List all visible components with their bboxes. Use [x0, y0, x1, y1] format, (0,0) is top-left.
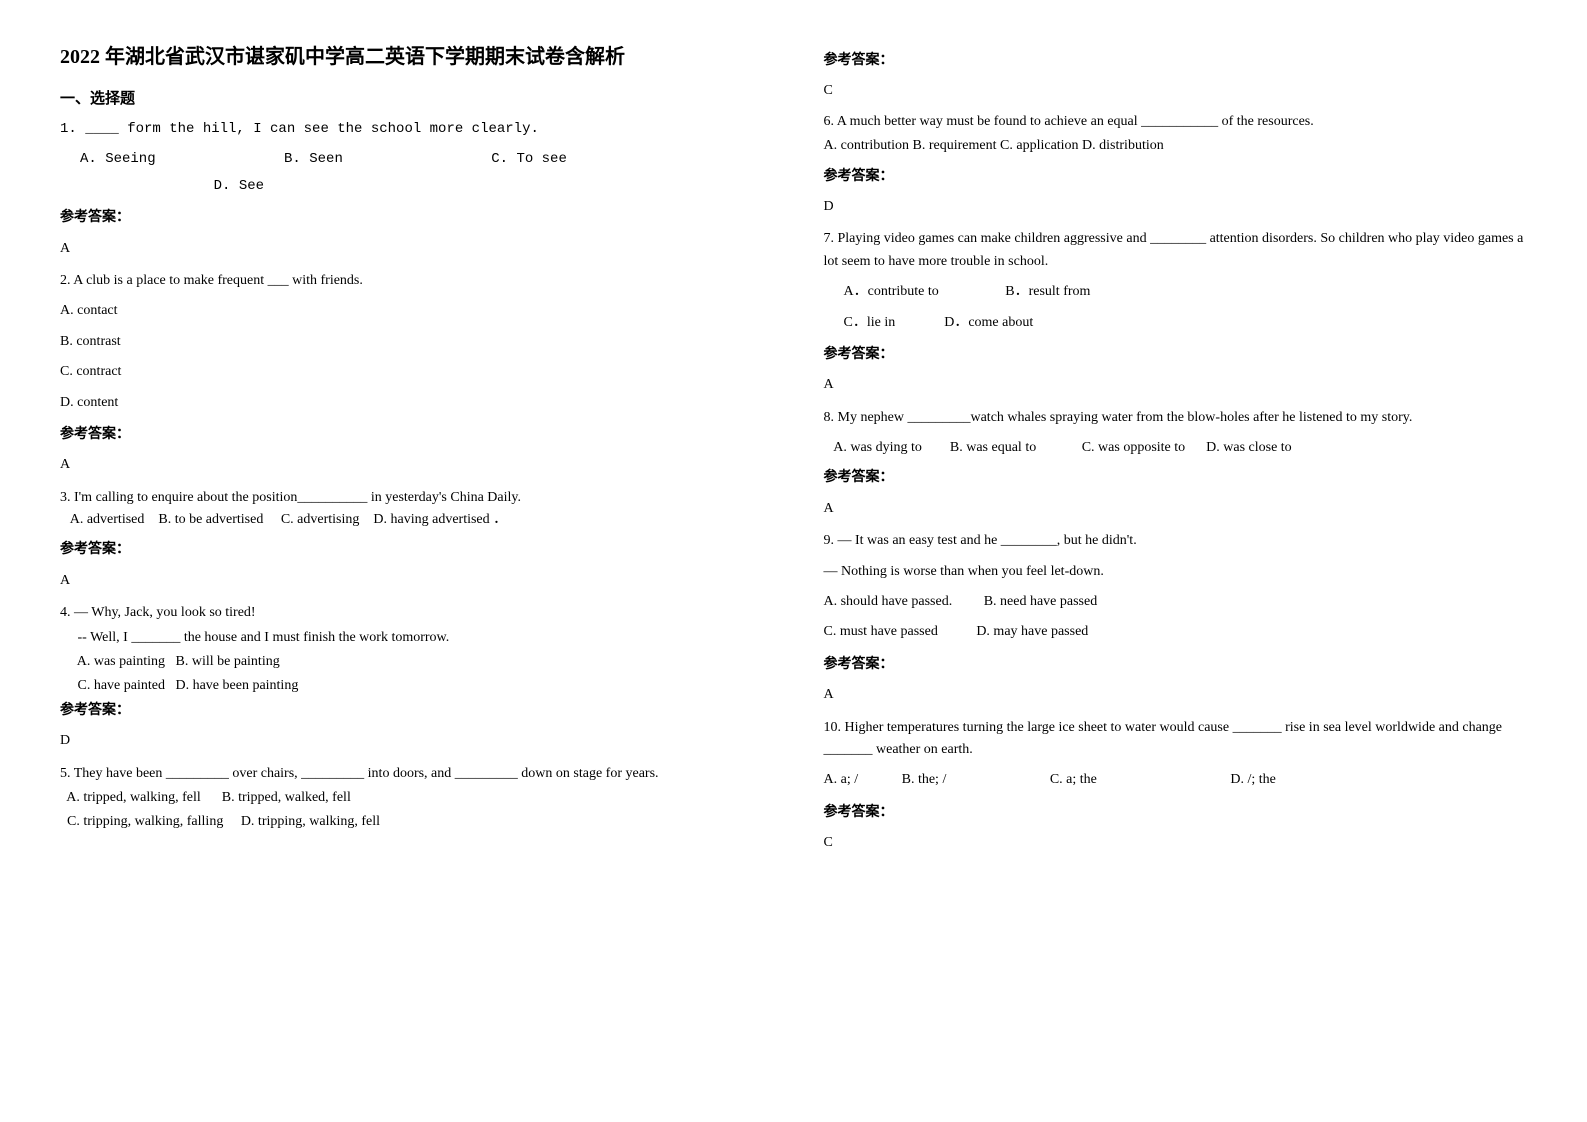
q10-stem: 10. Higher temperatures turning the larg… [824, 717, 1528, 762]
answer-label: 参考答案： [824, 50, 1528, 72]
question-3: 3. I'm calling to enquire about the posi… [60, 487, 764, 593]
q9-opts-ab: A. should have passed. B. need have pass… [824, 591, 1528, 613]
q5-stem: 5. They have been _________ over chairs,… [60, 763, 764, 785]
q1-stem: 1. ____ form the hill, I can see the sch… [60, 118, 764, 140]
left-column: 2022 年湖北省武汉市谌家矶中学高二英语下学期期末试卷含解析 一、选择题 1.… [60, 40, 764, 865]
answer-label: 参考答案： [824, 654, 1528, 676]
document-title: 2022 年湖北省武汉市谌家矶中学高二英语下学期期末试卷含解析 [60, 40, 764, 69]
q9-line1: 9. — It was an easy test and he ________… [824, 530, 1528, 552]
answer-label: 参考答案： [824, 344, 1528, 366]
q4-opts-cd: C. have painted D. have been painting [60, 675, 764, 697]
q5-opts-cd: C. tripping, walking, falling D. trippin… [60, 811, 764, 833]
q10-options: A. a; / B. the; / C. a; the D. /; the [824, 769, 1528, 791]
q1-opt-a: A. Seeing [60, 148, 156, 170]
right-column: 参考答案： C 6. A much better way must be fou… [824, 40, 1528, 865]
q7-opts-cd: C．lie in D．come about [824, 312, 1528, 334]
answer-label: 参考答案： [60, 207, 764, 229]
q8-options: A. was dying to B. was equal to C. was o… [824, 437, 1528, 459]
answer-label: 参考答案： [824, 166, 1528, 188]
q1-opt-c: C. To see [491, 148, 567, 170]
q4-opts-ab: A. was painting B. will be painting [60, 651, 764, 673]
page-columns: 2022 年湖北省武汉市谌家矶中学高二英语下学期期末试卷含解析 一、选择题 1.… [60, 40, 1527, 865]
q9-opts-cd: C. must have passed D. may have passed [824, 621, 1528, 643]
q1-options-row1: A. Seeing B. Seen C. To see [60, 148, 764, 170]
q4-line1: 4. — Why, Jack, you look so tired! [60, 602, 764, 624]
q6-answer: D [824, 196, 1528, 218]
q4-answer: D [60, 730, 764, 752]
q8-answer: A [824, 498, 1528, 520]
q5-opts-ab: A. tripped, walking, fell B. tripped, wa… [60, 787, 764, 809]
question-10: 10. Higher temperatures turning the larg… [824, 717, 1528, 855]
q8-stem: 8. My nephew _________watch whales spray… [824, 407, 1528, 429]
question-4: 4. — Why, Jack, you look so tired! -- We… [60, 602, 764, 752]
q10-answer: C [824, 832, 1528, 854]
question-9: 9. — It was an easy test and he ________… [824, 530, 1528, 706]
q3-stem: 3. I'm calling to enquire about the posi… [60, 487, 764, 509]
q7-answer: A [824, 374, 1528, 396]
answer-label: 参考答案： [60, 539, 764, 561]
q7-opts-ab: A．contribute to B．result from [824, 281, 1528, 303]
q10-opt-a: A. a; / [824, 769, 859, 791]
section-heading: 一、选择题 [60, 87, 764, 108]
q2-stem: 2. A club is a place to make frequent __… [60, 270, 764, 292]
q1-opt-d: D. See [214, 175, 264, 197]
q7-stem: 7. Playing video games can make children… [824, 228, 1528, 273]
q4-line2: -- Well, I _______ the house and I must … [60, 627, 764, 649]
q9-line2: — Nothing is worse than when you feel le… [824, 561, 1528, 583]
question-7: 7. Playing video games can make children… [824, 228, 1528, 396]
q2-opt-c: C. contract [60, 361, 764, 383]
question-6: 6. A much better way must be found to ac… [824, 111, 1528, 219]
q1-answer: A [60, 238, 764, 260]
question-8: 8. My nephew _________watch whales spray… [824, 407, 1528, 521]
answer-label: 参考答案： [60, 424, 764, 446]
answer-label: 参考答案： [824, 467, 1528, 489]
q1-options-row2: see D. See [60, 175, 764, 197]
q2-opt-b: B. contrast [60, 331, 764, 353]
q3-options: A. advertised B. to be advertised C. adv… [60, 509, 764, 531]
q5-answer: C [824, 80, 1528, 102]
q2-answer: A [60, 454, 764, 476]
question-5: 5. They have been _________ over chairs,… [60, 763, 764, 834]
q10-opt-c: C. a; the [1050, 769, 1097, 791]
answer-label: 参考答案： [824, 802, 1528, 824]
question-1: 1. ____ form the hill, I can see the sch… [60, 118, 764, 260]
q1-opt-b: B. Seen [284, 148, 343, 170]
answer-label: 参考答案： [60, 700, 764, 722]
q2-opt-a: A. contact [60, 300, 764, 322]
q2-opt-d: D. content [60, 392, 764, 414]
q9-answer: A [824, 684, 1528, 706]
q6-options: A. contribution B. requirement C. applic… [824, 135, 1528, 157]
q10-opt-d: D. /; the [1230, 769, 1276, 791]
q3-answer: A [60, 570, 764, 592]
q10-opt-b: B. the; / [902, 769, 947, 791]
question-2: 2. A club is a place to make frequent __… [60, 270, 764, 477]
q6-stem: 6. A much better way must be found to ac… [824, 111, 1528, 133]
